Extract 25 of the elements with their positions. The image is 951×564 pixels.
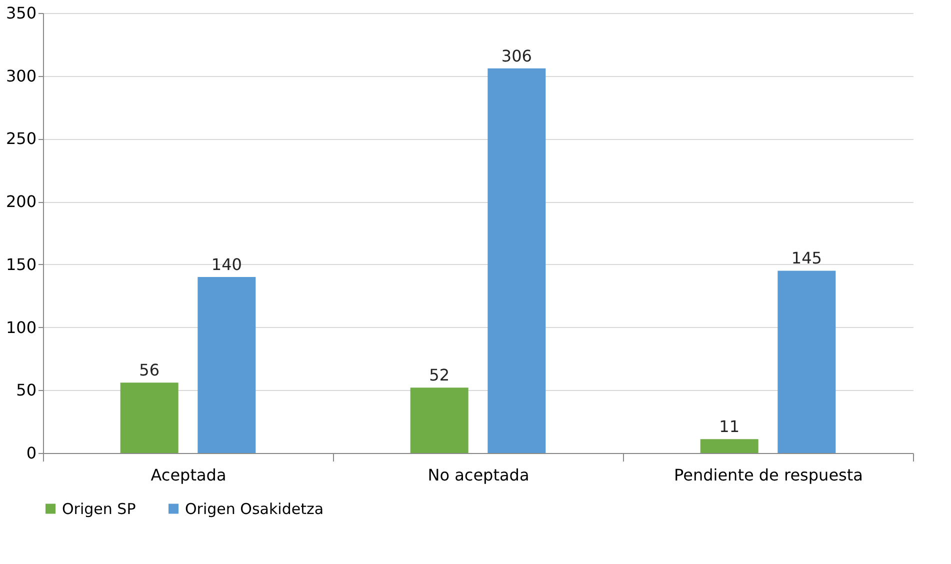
bar: [410, 388, 468, 453]
y-tick-label: 150: [6, 254, 36, 274]
y-tick-label: 50: [16, 380, 36, 400]
bar: [198, 277, 256, 453]
y-tick-label: 250: [6, 129, 36, 148]
bar: [700, 439, 758, 453]
legend-label: Origen Osakidetza: [185, 500, 324, 518]
x-tick-label: No aceptada: [428, 466, 530, 484]
bar: [778, 270, 836, 453]
data-label: 306: [501, 46, 532, 66]
data-label: 11: [719, 417, 740, 436]
y-tick-label: 350: [6, 4, 36, 22]
y-tick-label: 300: [6, 66, 36, 86]
data-label: 140: [211, 255, 242, 274]
data-label: 52: [429, 366, 450, 385]
x-tick-label: Aceptada: [150, 466, 226, 484]
x-tick-label: Pendiente de respuesta: [674, 466, 863, 484]
y-tick-label: 100: [6, 318, 36, 337]
legend-label: Origen SP: [62, 500, 136, 518]
bar: [488, 68, 546, 453]
y-tick-label: 200: [6, 192, 36, 212]
data-label: 145: [791, 248, 822, 268]
bar: [120, 382, 178, 453]
data-label: 56: [139, 360, 160, 380]
y-tick-label: 0: [26, 444, 36, 462]
